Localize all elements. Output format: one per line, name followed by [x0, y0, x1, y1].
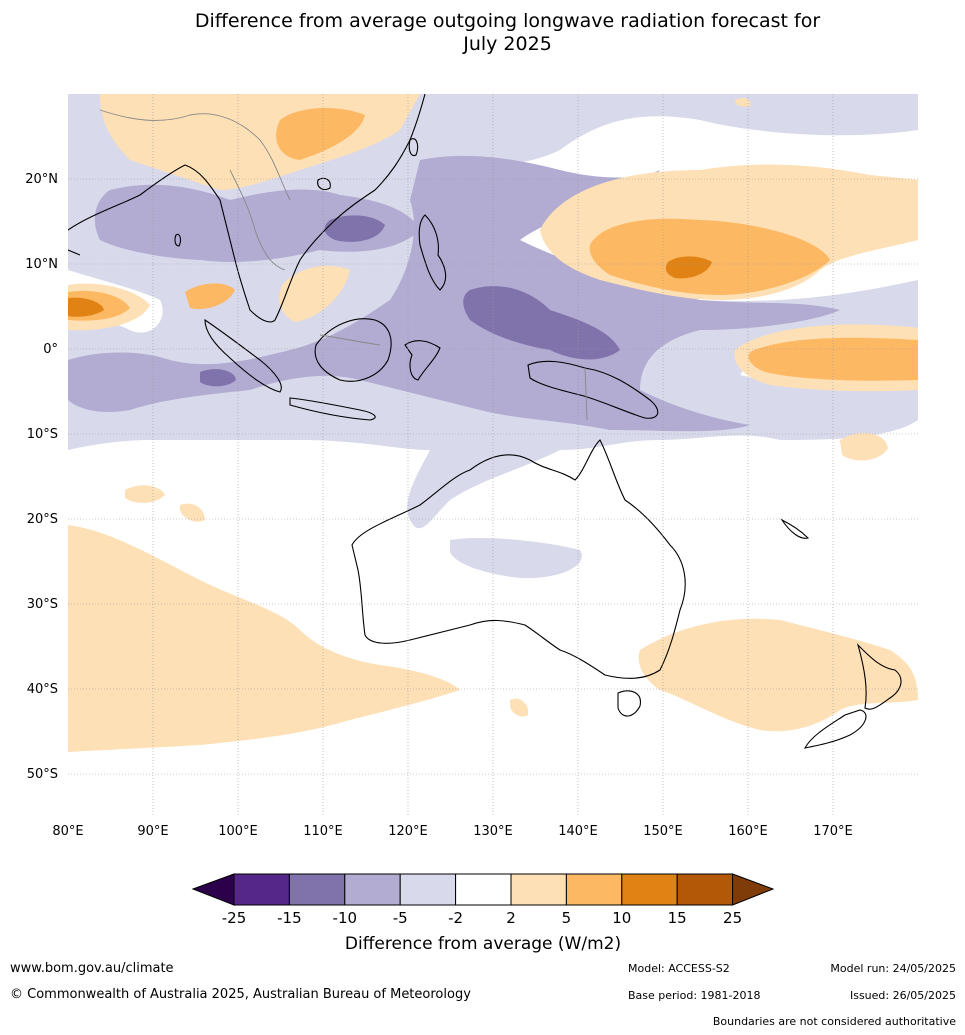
anomaly-region-equatorial-orange [748, 337, 918, 381]
lat-label: 50°S [27, 767, 58, 782]
new-guinea-coastline [527, 360, 659, 419]
taiwan-coastline [408, 138, 419, 157]
longitude-labels: 80°E 90°E 100°E 110°E 120°E 130°E 140°E … [52, 824, 852, 839]
colorbar-tick-label: -2 [448, 909, 463, 927]
colorbar-segment [510, 873, 567, 906]
boundary-line [229, 169, 286, 271]
colorbar-segment [621, 873, 678, 906]
anomaly-region-asia-medium [94, 184, 420, 262]
copyright-text: © Commonwealth of Australia 2025, Austra… [10, 987, 471, 1002]
model-text: Model: ACCESS-S2 [628, 962, 730, 975]
india-coastline [68, 249, 81, 256]
anomaly-region-australia-light [450, 538, 582, 579]
anomaly-region-coral-light-orange [840, 433, 888, 461]
base-period-text: Base period: 1981-2018 [628, 989, 761, 1002]
lat-label: 40°S [27, 682, 58, 697]
anomaly-region-sumatra-orange [185, 283, 235, 310]
colorbar-extend-low [191, 873, 235, 906]
anomaly-region-southern-indian-light-orange [68, 525, 460, 752]
anomaly-region-small-4 [735, 97, 751, 107]
lat-label: 0° [43, 342, 58, 357]
sulawesi-coastline [404, 340, 441, 381]
lon-label: 90°E [137, 824, 168, 839]
colorbar-segment [676, 873, 734, 906]
lon-label: 120°E [388, 824, 428, 839]
sri-lanka-coastline [174, 233, 181, 247]
anomaly-region-tasman-light-orange [638, 618, 918, 732]
borneo-coastline [314, 318, 392, 382]
java-coastline [289, 397, 376, 421]
colorbar-segment [344, 873, 401, 906]
anomaly-region-dark-3 [200, 369, 236, 387]
colorbar-tick-label: -25 [222, 909, 247, 927]
asia-mainland-coastline [68, 94, 426, 323]
colorbar-extend-high [732, 873, 775, 906]
colorbar-tick-label: 5 [562, 909, 572, 927]
boundary-line [584, 367, 588, 421]
disclaimer-text: Boundaries are not considered authoritat… [712, 1015, 956, 1028]
anomaly-region-small-2 [180, 503, 205, 522]
lon-label: 150°E [643, 824, 683, 839]
anomaly-region-dark-1 [463, 286, 620, 360]
colorbar-tick-label: 2 [506, 909, 516, 927]
colorbar-tick-label: 15 [668, 909, 687, 927]
anomaly-region-small-1 [125, 485, 165, 503]
new-zealand-south-coastline [803, 709, 867, 749]
new-caledonia-coastline [780, 518, 810, 539]
map-title: Difference from average outgoing longwav… [0, 10, 965, 56]
colorbar-segment [399, 873, 457, 906]
colorbar-segment [455, 873, 512, 906]
colorbar-tick-label: -10 [333, 909, 358, 927]
colorbar-segment [233, 873, 290, 906]
website-link[interactable]: www.bom.gov.au/climate [10, 961, 174, 976]
boundary-line [319, 334, 381, 346]
lon-label: 80°E [52, 824, 83, 839]
colorbar-title: Difference from average (W/m2) [345, 934, 621, 954]
title-line-1: Difference from average outgoing longwav… [194, 10, 821, 32]
anomaly-region-indochina-orange [279, 265, 350, 322]
model-run-text: Model run: 24/05/2025 [830, 962, 956, 975]
colorbar-tick-label: -5 [393, 909, 408, 927]
lon-label: 130°E [473, 824, 513, 839]
colorbar-tick-label: 25 [723, 909, 742, 927]
lat-label: 30°S [27, 597, 58, 612]
lat-label: 20°S [27, 512, 58, 527]
colorbar-tick-label: 10 [612, 909, 631, 927]
coastlines [68, 94, 902, 749]
anomaly-region-dark-2 [324, 215, 385, 242]
lon-label: 170°E [813, 824, 853, 839]
anomaly-region-asia-orange [276, 108, 365, 160]
hainan-coastline [317, 177, 331, 191]
latitude-labels: 20°N 10°N 0° 10°S 20°S 30°S 40°S 50°S [25, 172, 58, 782]
tasmania-coastline [617, 690, 641, 717]
new-zealand-north-coastline [856, 643, 902, 710]
anomaly-region-pacific-orange [589, 218, 830, 295]
lat-label: 20°N [25, 172, 58, 187]
anomaly-region-indian-dark-orange [68, 297, 104, 317]
issued-text: Issued: 26/05/2025 [849, 989, 956, 1002]
lon-label: 100°E [218, 824, 258, 839]
graticule [68, 94, 918, 816]
title-line-2: July 2025 [463, 33, 552, 55]
anomaly-field [68, 94, 918, 752]
country-boundaries [99, 109, 588, 421]
anomaly-region-tropics-medium [68, 155, 840, 432]
anomaly-region-pacific-dark-orange [665, 256, 712, 279]
lat-label: 10°N [25, 257, 58, 272]
lon-label: 160°E [728, 824, 768, 839]
sumatra-coastline [204, 318, 282, 393]
lat-label: 10°S [27, 427, 58, 442]
colorbar: -25 -15 -10 -5 -2 2 5 10 15 25 Differenc… [191, 873, 775, 954]
lon-label: 110°E [303, 824, 343, 839]
colorbar-segment [565, 873, 623, 906]
anomaly-region-small-3 [510, 698, 529, 717]
lon-label: 140°E [558, 824, 598, 839]
colorbar-segment [288, 873, 346, 906]
boundary-line [99, 109, 291, 201]
australia-coastline [351, 439, 686, 679]
colorbar-tick-label: -15 [277, 909, 302, 927]
philippines-coastline [418, 214, 447, 291]
